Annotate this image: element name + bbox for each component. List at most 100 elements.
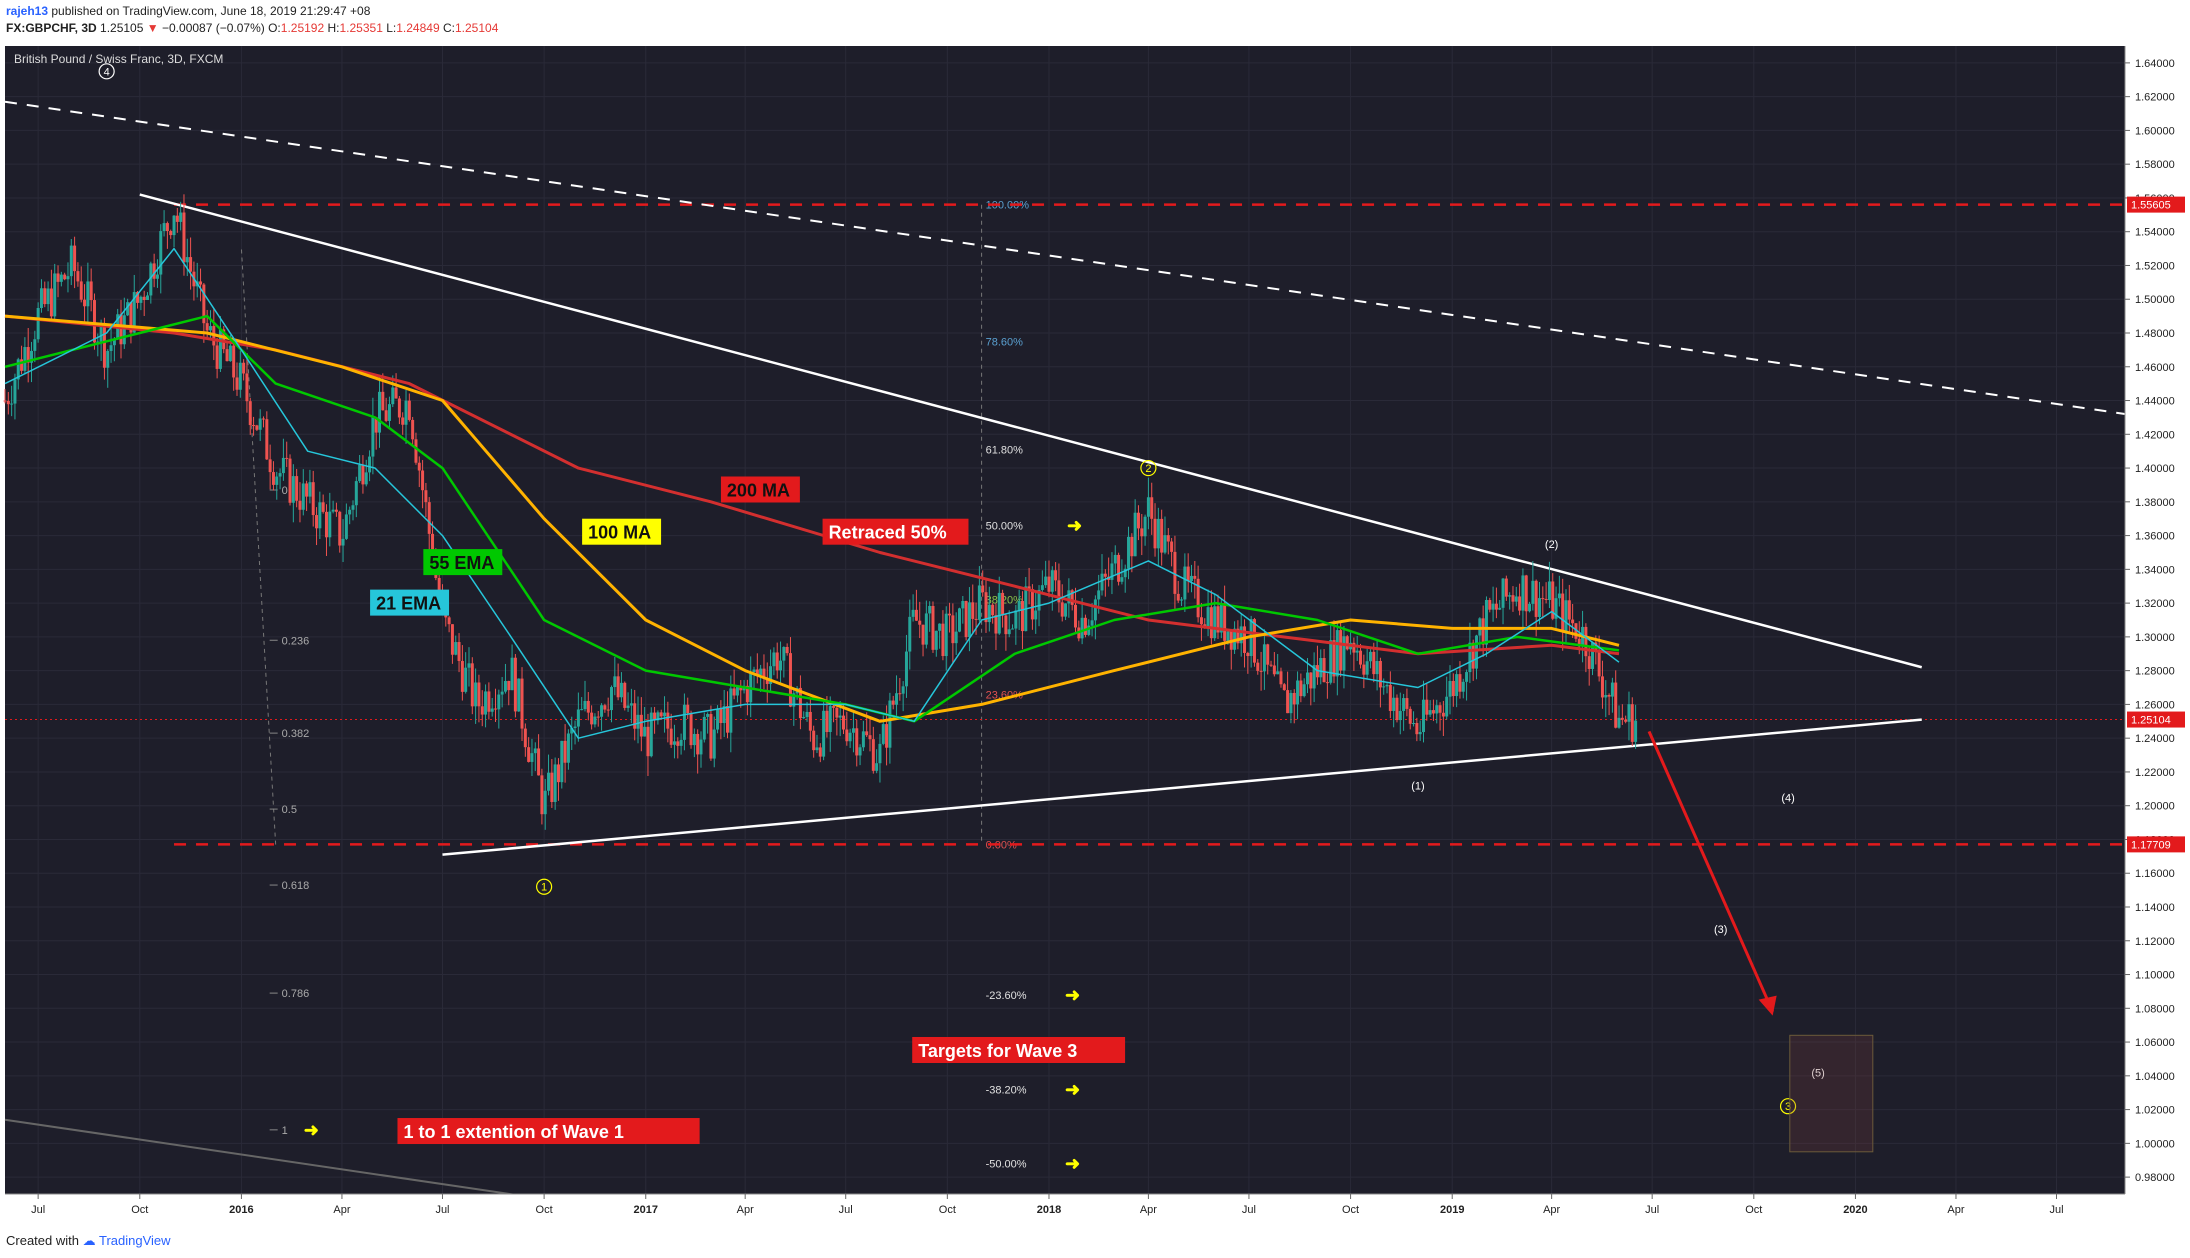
y-tick-label: 1.44000	[2135, 396, 2175, 408]
candle-up	[185, 257, 189, 263]
candle-up	[706, 714, 710, 717]
candle-down	[719, 708, 723, 724]
ma100-label: 100 MA	[588, 523, 651, 543]
ohlc-low-label: L:	[386, 21, 397, 35]
ema55-label-box	[423, 549, 503, 576]
long-term-dashed-trendline	[4, 100, 2126, 416]
candle-down	[563, 740, 567, 763]
candle-up	[228, 345, 232, 362]
y-tick-label: 1.04000	[2135, 1071, 2175, 1083]
candle-up	[1050, 570, 1054, 592]
candle-down	[1054, 570, 1058, 581]
x-tick-label: Jul	[839, 1204, 853, 1216]
wave-circle	[536, 878, 553, 895]
candle-down	[918, 620, 922, 625]
candle-down	[1004, 615, 1008, 635]
x-tick-label: Oct	[1745, 1204, 1762, 1216]
wave-label: (4)	[1781, 792, 1794, 804]
x-tick-label: Apr	[333, 1204, 350, 1216]
candle-up	[490, 708, 494, 712]
candle-down	[401, 417, 405, 425]
candle-down	[1223, 603, 1227, 641]
candle-up	[1375, 660, 1379, 675]
candle-down	[1246, 652, 1250, 657]
candle-up	[1123, 568, 1127, 578]
y-tick-label: 1.02000	[2135, 1105, 2175, 1117]
ma200-label: 200 MA	[727, 481, 790, 501]
price-chart[interactable]: 100.00% 78.60% 61.80% 50.00% 38.20% 23.60% 0.0…	[0, 46, 2190, 1223]
candle-down	[931, 605, 935, 650]
candle-up	[1206, 607, 1210, 628]
candle-down	[1481, 618, 1485, 645]
candle-down	[1279, 671, 1283, 685]
candle-up	[712, 729, 716, 759]
candle-up	[112, 339, 116, 346]
candle-down	[941, 623, 945, 657]
candle-down	[1561, 593, 1565, 633]
candle-down	[1541, 598, 1545, 600]
candle-up	[1044, 576, 1048, 586]
fib-retracement-label: 23.60%	[986, 689, 1024, 701]
x-tick-label: Oct	[131, 1204, 148, 1216]
candle-up	[938, 623, 942, 631]
candle-down	[1494, 603, 1498, 610]
candle-up	[86, 281, 90, 307]
candle-up	[1398, 710, 1402, 721]
arrow-extension-icon: ➜	[304, 1120, 319, 1140]
candle-up	[99, 325, 103, 342]
change-down-arrow-icon: ▼	[146, 21, 159, 35]
candle-down	[646, 726, 650, 757]
candle-down	[222, 329, 226, 350]
arrow-50pct-icon: ➜	[1067, 515, 1082, 535]
tradingview-brand[interactable]: TradingView	[99, 1233, 171, 1248]
candle-down	[83, 299, 87, 307]
created-with-label: Created with	[6, 1233, 79, 1248]
candle-up	[208, 326, 212, 331]
candle-up	[1461, 681, 1465, 692]
y-tick-label: 1.16000	[2135, 868, 2175, 880]
wave-label: (2)	[1545, 539, 1558, 551]
candle-up	[149, 263, 153, 296]
x-axis-panel	[0, 1194, 2190, 1223]
wave-circle	[1140, 459, 1157, 477]
candle-down	[20, 359, 24, 371]
candle-down	[603, 705, 607, 710]
candle-down	[1259, 670, 1263, 672]
candle-up	[218, 329, 222, 369]
candle-down	[334, 509, 338, 512]
candle-up	[341, 538, 345, 546]
author-link[interactable]: rajeh13	[6, 4, 49, 18]
candle-up	[278, 473, 282, 477]
candle-up	[1213, 606, 1217, 639]
projection-arrow-line	[1647, 730, 1775, 1013]
candle-down	[494, 708, 498, 710]
candle-down	[262, 418, 266, 420]
candle-up	[815, 747, 819, 751]
candle-down	[507, 680, 511, 691]
candle-up	[1385, 684, 1389, 687]
candle-down	[1047, 576, 1051, 592]
candle-up	[1402, 698, 1406, 711]
candle-up	[792, 693, 796, 707]
candle-down	[268, 459, 272, 473]
candle-up	[977, 585, 981, 620]
candle-down	[865, 731, 869, 736]
candle-up	[291, 476, 295, 503]
candle-down	[315, 515, 319, 529]
candle-down	[321, 502, 325, 512]
candle-up	[23, 347, 27, 371]
fib-extension-label: 0.5	[282, 804, 297, 816]
y-tick-label: 1.24000	[2135, 733, 2175, 745]
candle-down	[871, 739, 875, 771]
candle-up	[1554, 598, 1558, 619]
candle-down	[1170, 541, 1174, 552]
candle-up	[122, 315, 126, 345]
candle-down	[182, 212, 186, 263]
fib-retracement-label: 0.00%	[986, 840, 1017, 852]
candle-down	[1438, 705, 1442, 713]
y-tick-label: 1.34000	[2135, 564, 2175, 576]
candle-down	[845, 729, 849, 742]
candle-up	[281, 457, 285, 474]
candle-down	[1597, 651, 1601, 677]
candle-down	[1266, 644, 1270, 665]
